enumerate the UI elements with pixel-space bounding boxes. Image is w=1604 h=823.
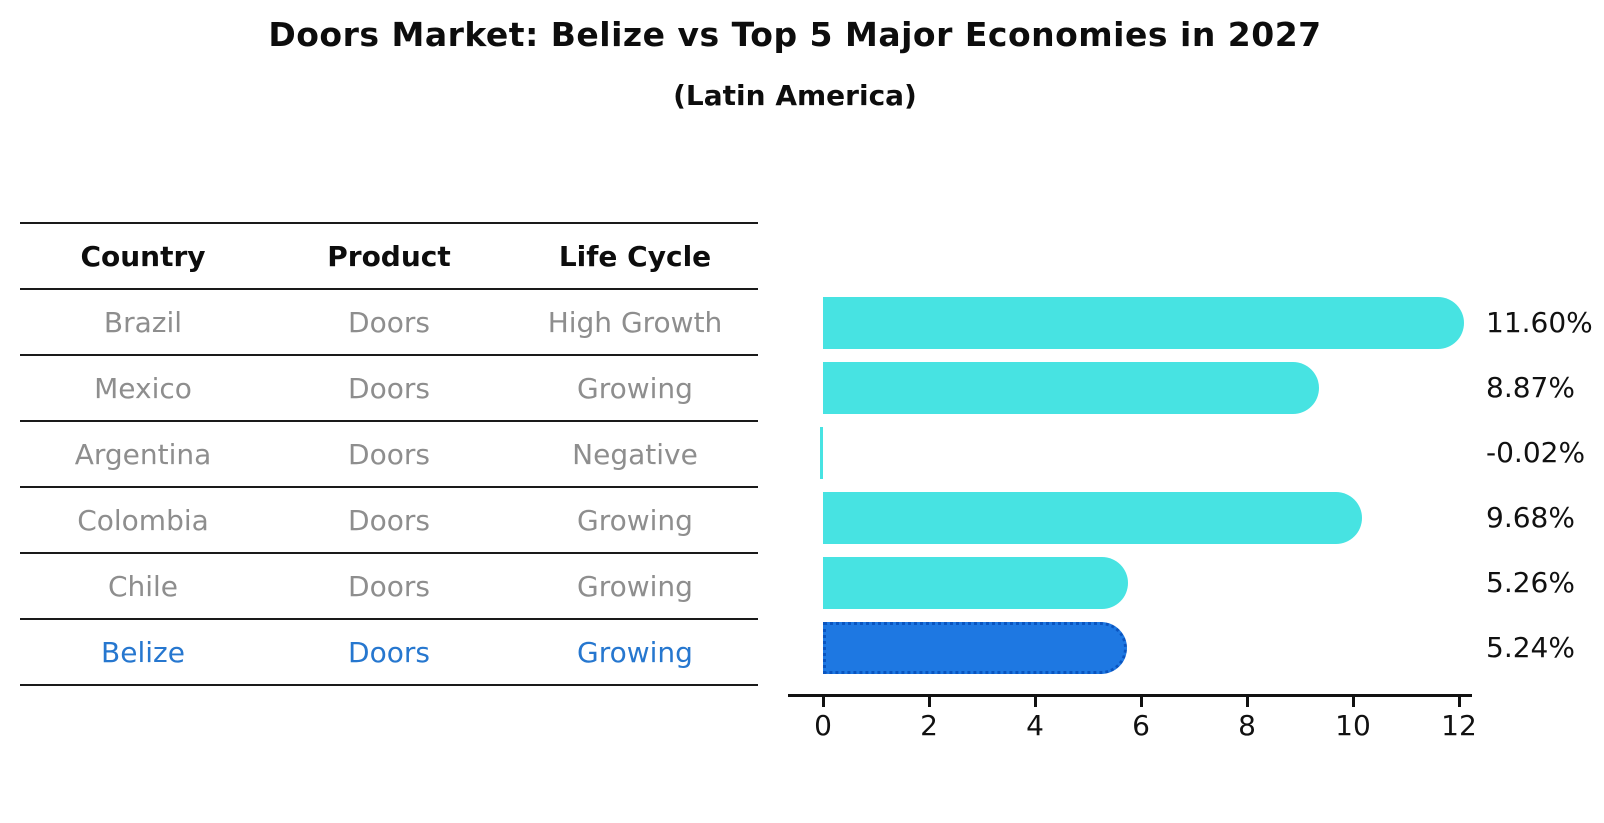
bar-belize: [823, 622, 1127, 674]
table-row-argentina: Argentina Doors Negative: [20, 422, 758, 488]
country-cell: Argentina: [74, 437, 212, 471]
product-cell: Doors: [348, 569, 430, 603]
lifecycle-cell: Negative: [572, 437, 698, 471]
x-axis-tick: [1034, 697, 1037, 707]
column-header-life-cycle: Life Cycle: [558, 239, 712, 273]
x-axis-tick: [1140, 697, 1143, 707]
lifecycle-cell: Growing: [577, 503, 693, 537]
bar-mexico: [823, 362, 1319, 414]
x-axis-tick-label: 10: [1335, 709, 1371, 742]
lifecycle-cell: High Growth: [547, 305, 723, 339]
lifecycle-cell: Growing: [577, 635, 693, 669]
x-axis-tick-label: 8: [1238, 709, 1256, 742]
x-axis-tick-label: 6: [1132, 709, 1150, 742]
value-label-colombia: 9.68%: [1486, 501, 1575, 534]
table-row-brazil: Brazil Doors High Growth: [20, 290, 758, 356]
lifecycle-cell: Growing: [577, 371, 693, 405]
table-header-row: Country Product Life Cycle: [20, 224, 758, 290]
value-label-argentina: -0.02%: [1486, 436, 1586, 469]
table-row-chile: Chile Doors Growing: [20, 554, 758, 620]
value-label-brazil: 11.60%: [1486, 306, 1593, 339]
chart-subtitle: (Latin America): [673, 79, 917, 112]
country-cell: Brazil: [103, 305, 183, 339]
x-axis-tick: [928, 697, 931, 707]
product-cell: Doors: [348, 305, 430, 339]
product-cell: Doors: [348, 503, 430, 537]
product-cell: Doors: [348, 635, 430, 669]
country-table: Country Product Life Cycle Brazil Doors High …: [20, 222, 758, 686]
table-row-colombia: Colombia Doors Growing: [20, 488, 758, 554]
column-header-country: Country: [80, 239, 206, 273]
product-cell: Doors: [348, 437, 430, 471]
product-cell: Doors: [348, 371, 430, 405]
chart-title: Doors Market: Belize vs Top 5 Major Econ…: [268, 15, 1322, 54]
country-cell: Colombia: [77, 503, 209, 537]
x-axis-tick: [822, 697, 825, 707]
x-axis-tick-label: 12: [1441, 709, 1477, 742]
bar-argentina: [820, 427, 823, 479]
country-cell: Chile: [107, 569, 179, 603]
x-axis-tick-label: 4: [1026, 709, 1044, 742]
bar-chile: [823, 557, 1128, 609]
lifecycle-cell: Growing: [577, 569, 693, 603]
table-row-mexico: Mexico Doors Growing: [20, 356, 758, 422]
x-axis-tick: [1458, 697, 1461, 707]
column-header-product: Product: [327, 239, 451, 273]
value-label-mexico: 8.87%: [1486, 371, 1575, 404]
bar-colombia: [823, 492, 1362, 544]
value-label-belize: 5.24%: [1486, 631, 1575, 664]
x-axis-tick-label: 2: [920, 709, 938, 742]
x-axis-tick: [1352, 697, 1355, 707]
value-label-chile: 5.26%: [1486, 566, 1575, 599]
country-cell: Mexico: [94, 371, 192, 405]
x-axis-line: [788, 694, 1472, 697]
x-axis-tick: [1246, 697, 1249, 707]
x-axis-tick-label: 0: [814, 709, 832, 742]
bar-brazil: [823, 297, 1464, 349]
country-cell: Belize: [101, 635, 185, 669]
table-row-belize: Belize Doors Growing: [20, 620, 758, 686]
